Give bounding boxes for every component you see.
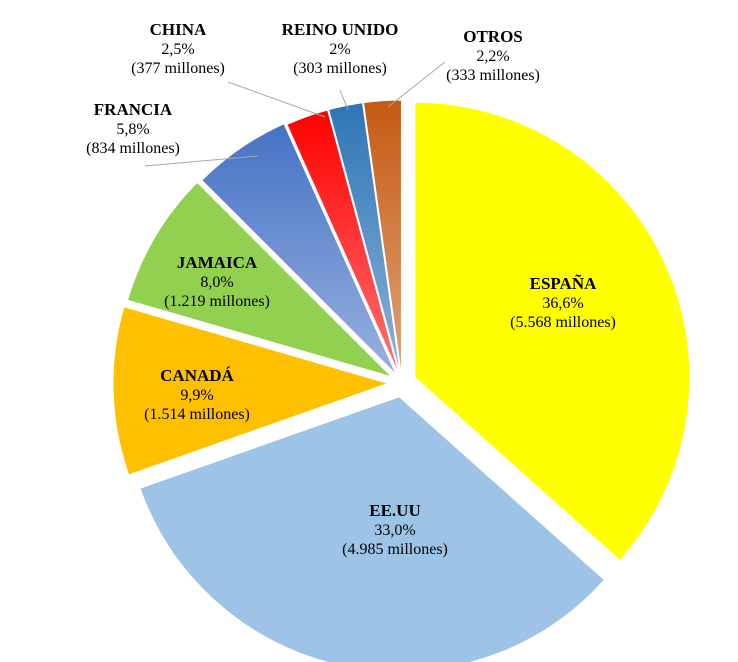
label-name-otros: OTROS <box>463 27 523 46</box>
label-pct-jamaica: 8,0% <box>200 274 233 291</box>
label-pct-francia: 5,8% <box>116 121 149 138</box>
label-value-jamaica: (1.219 millones) <box>164 293 270 310</box>
pie-slice-ee-uu <box>139 396 606 662</box>
label-name-canad-: CANADÁ <box>160 366 234 385</box>
label-name-china: CHINA <box>150 20 207 39</box>
label-pct-reino-unido: 2% <box>329 41 350 58</box>
pie-slice-canad- <box>112 306 390 476</box>
leader-line-china <box>227 81 326 118</box>
pie-slice-reino-unido <box>328 102 401 376</box>
label-value-espa-a: (5.568 millones) <box>510 314 616 331</box>
label-name-jamaica: JAMAICA <box>177 253 258 272</box>
label-name-francia: FRANCIA <box>94 100 173 119</box>
label-value-china: (377 millones) <box>131 60 225 77</box>
leader-line-reino-unido <box>339 89 349 111</box>
label-value-otros: (333 millones) <box>446 67 540 84</box>
label-value-canad-: (1.514 millones) <box>144 406 250 423</box>
pie-slice-otros <box>362 99 402 376</box>
pie-slice-francia <box>201 123 397 376</box>
label-pct-otros: 2,2% <box>476 48 509 65</box>
label-value-francia: (834 millones) <box>86 140 180 157</box>
pie-slice-china <box>286 109 400 376</box>
label-name-reino-unido: REINO UNIDO <box>282 20 399 39</box>
leader-lines <box>144 61 446 167</box>
label-value-reino-unido: (303 millones) <box>293 60 387 77</box>
label-pct-ee-uu: 33,0% <box>374 522 415 539</box>
pie-slice-espa-a <box>414 101 691 562</box>
label-pct-espa-a: 36,6% <box>542 295 583 312</box>
data-labels: ESPAÑA 36,6% (5.568 millones) EE.UU 33,0% (4.… <box>86 20 616 558</box>
label-name-espa-a: ESPAÑA <box>530 274 597 293</box>
leader-line-otros <box>387 61 446 108</box>
pie-slices <box>112 99 691 662</box>
label-pct-canad-: 9,9% <box>180 387 213 404</box>
pie-slice-jamaica <box>126 181 393 378</box>
leader-line-francia <box>144 155 259 167</box>
label-pct-china: 2,5% <box>161 41 194 58</box>
label-value-ee-uu: (4.985 millones) <box>342 541 448 558</box>
label-name-ee-uu: EE.UU <box>369 501 420 520</box>
